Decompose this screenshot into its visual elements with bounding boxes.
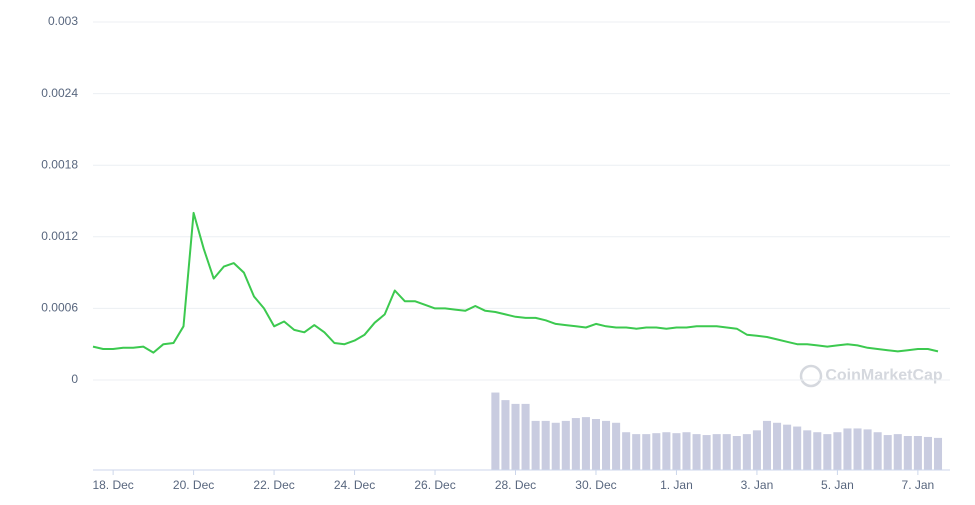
volume-bar xyxy=(571,418,580,470)
volume-bar xyxy=(702,435,711,470)
volume-bar xyxy=(622,432,631,470)
volume-bar xyxy=(551,422,560,470)
volume-bar xyxy=(913,436,922,470)
volume-bar xyxy=(672,433,681,470)
volume-bar xyxy=(541,420,550,470)
y-tick-label: 0.0006 xyxy=(41,301,78,315)
x-tick-label: 18. Dec xyxy=(92,478,133,492)
x-tick-label: 24. Dec xyxy=(334,478,375,492)
volume-bar xyxy=(581,417,590,470)
volume-bar xyxy=(873,432,882,470)
volume-bar xyxy=(612,422,621,470)
volume-bar xyxy=(742,434,751,470)
y-tick-label: 0.0018 xyxy=(41,157,78,171)
volume-bar xyxy=(732,436,741,470)
y-tick-label: 0.0024 xyxy=(41,86,78,100)
y-tick-label: 0 xyxy=(71,372,78,386)
volume-bar xyxy=(773,422,782,470)
volume-bar xyxy=(632,434,641,470)
volume-bar xyxy=(893,434,902,470)
volume-bar xyxy=(692,434,701,470)
volume-bar xyxy=(752,430,761,470)
x-tick-label: 7. Jan xyxy=(902,478,935,492)
volume-bar xyxy=(682,432,691,470)
volume-bar xyxy=(602,420,611,470)
volume-bar xyxy=(823,434,832,470)
volume-bar xyxy=(491,392,500,470)
price-line xyxy=(92,211,939,354)
volume-bar xyxy=(662,432,671,470)
volume-bar xyxy=(652,433,661,470)
volume-bar xyxy=(521,403,530,470)
volume-bar xyxy=(903,436,912,470)
volume-bar xyxy=(923,436,932,470)
x-tick-label: 1. Jan xyxy=(660,478,693,492)
x-tick-label: 5. Jan xyxy=(821,478,854,492)
volume-bar xyxy=(762,420,772,470)
x-tick-label: 22. Dec xyxy=(253,478,294,492)
watermark: CoinMarketCap xyxy=(825,367,943,384)
volume-bar xyxy=(642,434,651,470)
volume-bar xyxy=(843,428,852,470)
x-tick-label: 28. Dec xyxy=(495,478,536,492)
volume-bar xyxy=(883,435,892,470)
volume-bar xyxy=(561,420,570,470)
volume-bar xyxy=(511,403,520,470)
volume-bar xyxy=(793,426,802,470)
volume-bar xyxy=(833,432,842,470)
volume-bar xyxy=(722,434,731,470)
volume-bar xyxy=(501,400,510,470)
volume-bar xyxy=(591,419,601,470)
volume-bar xyxy=(531,420,540,470)
y-tick-label: 0.003 xyxy=(48,14,78,28)
x-tick-label: 3. Jan xyxy=(741,478,774,492)
volume-bar xyxy=(863,429,872,470)
x-tick-label: 30. Dec xyxy=(575,478,616,492)
volume-bar xyxy=(813,432,822,470)
volume-bar xyxy=(783,424,792,470)
volume-bar xyxy=(933,437,943,470)
volume-bar xyxy=(712,434,721,470)
watermark-logo xyxy=(799,364,823,388)
volume-bar xyxy=(853,428,862,470)
y-tick-label: 0.0012 xyxy=(41,229,78,243)
volume-bar xyxy=(803,430,812,470)
x-tick-label: 26. Dec xyxy=(414,478,455,492)
x-tick-label: 20. Dec xyxy=(173,478,214,492)
